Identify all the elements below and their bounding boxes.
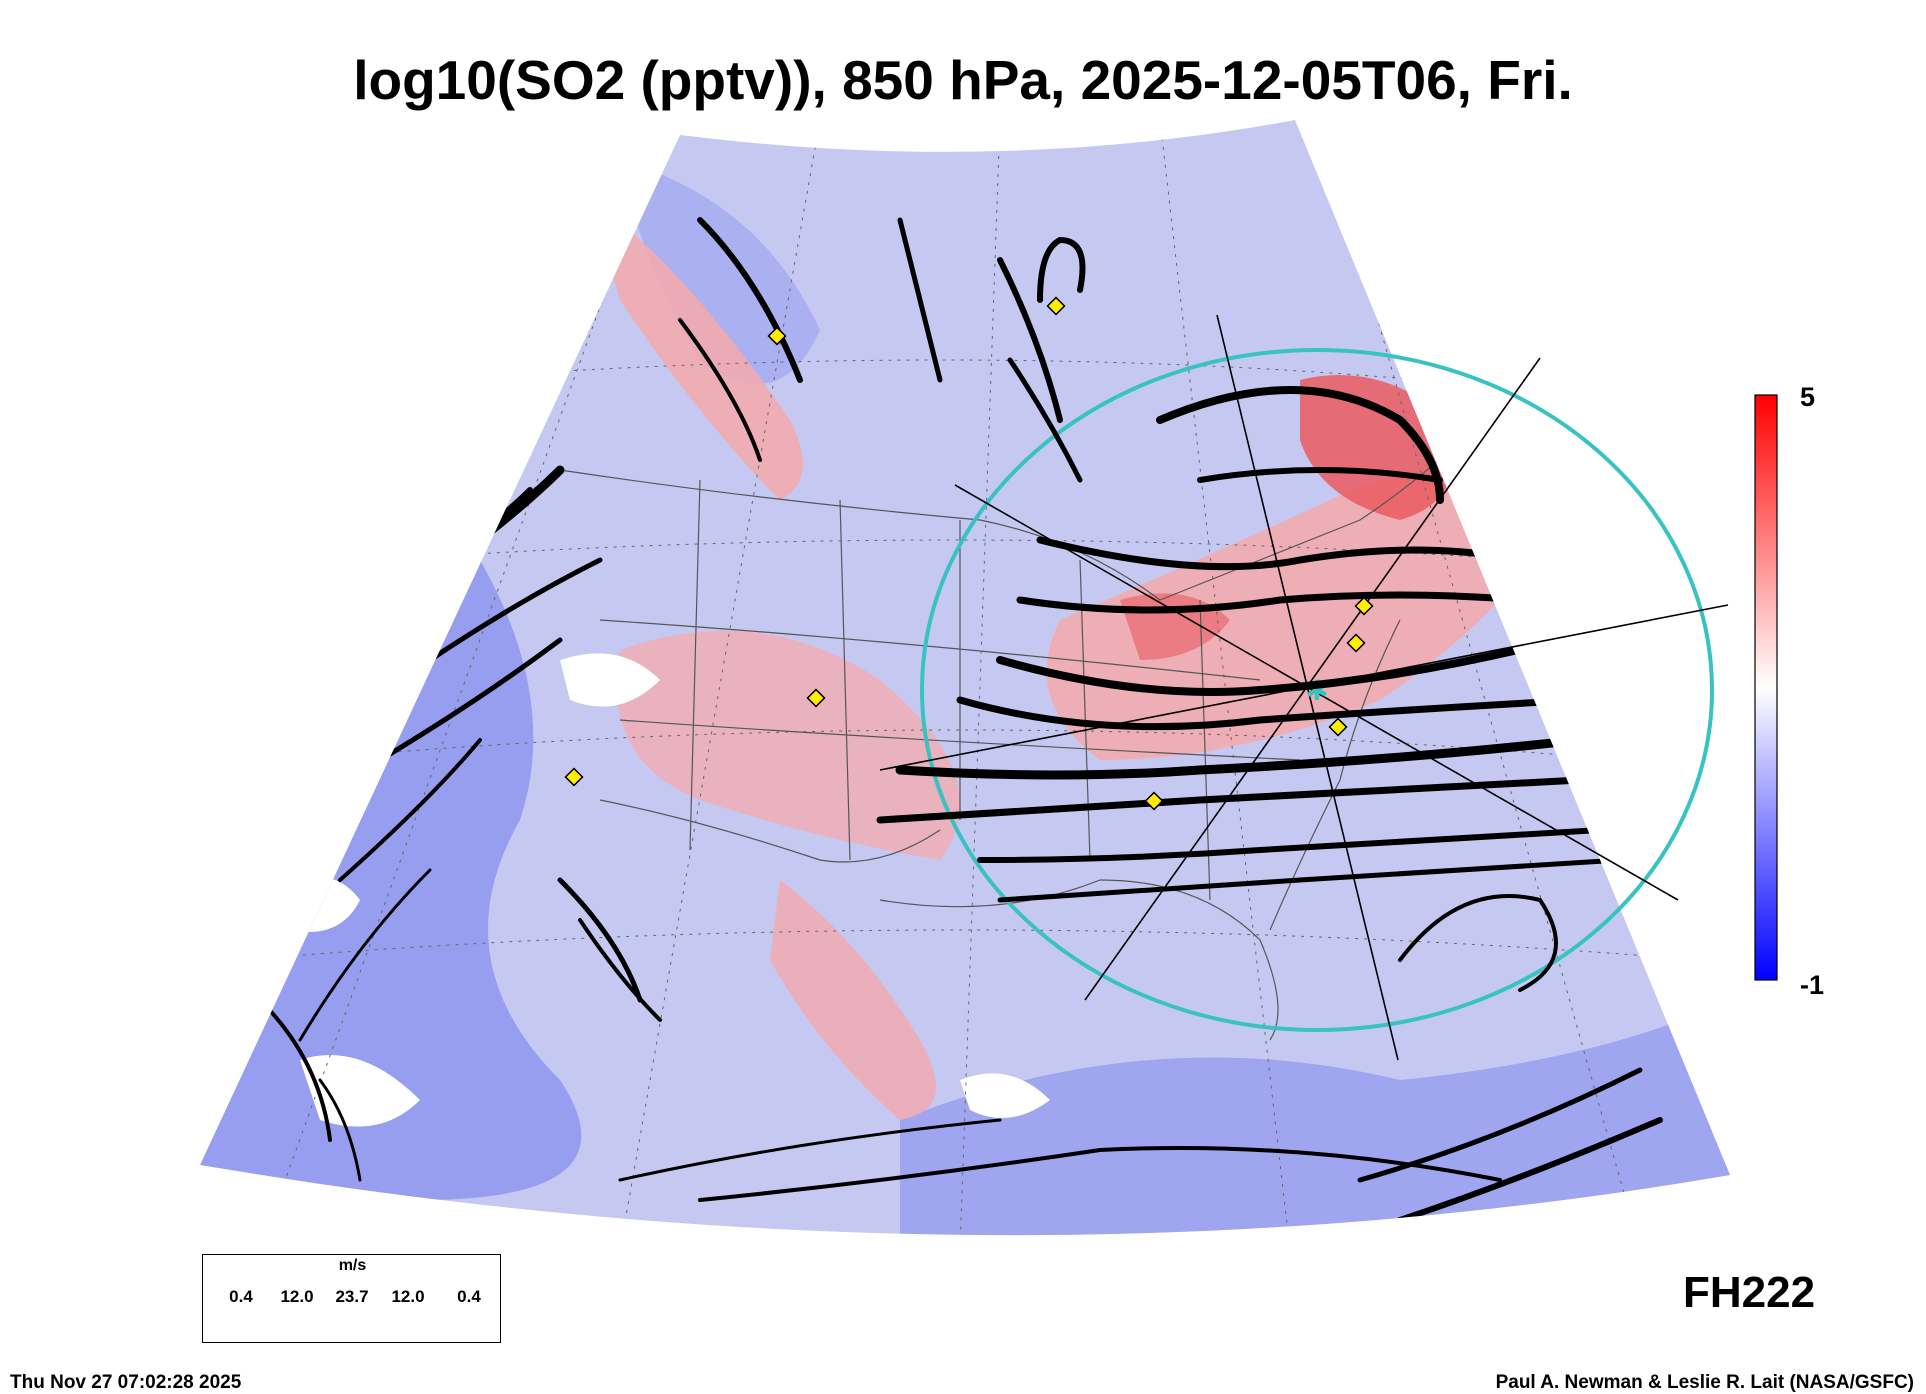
station-marker [1144,791,1164,811]
atlantic-coast [1269,619,1401,931]
cloud-mask-gulf [960,1073,1050,1118]
wind-legend-tick: 0.4 [229,1287,253,1306]
so2-high-region-mexico [770,880,936,1120]
station-marker [806,688,826,708]
credits: Paul A. Newman & Leslie R. Lait (NASA/GS… [1495,1372,1914,1393]
state-line-b [839,499,851,861]
so2-high-plume-north [590,200,803,500]
gulf-coast [879,879,1279,1041]
state-line-g [619,719,1301,761]
wind-legend-tick: 12.0 [280,1287,314,1306]
wind-legend-tick: 0.4 [457,1287,481,1306]
ring-center-star: ✱ [1305,675,1328,706]
forecast-hour-label: FH222 [1683,1268,1816,1317]
colorbar-max-label: 5 [1800,382,1816,412]
so2-low-region-south [900,1000,1730,1236]
wind-streamlines [258,217,1663,1223]
run-timestamp: Thu Nov 27 07:02:28 2025 [10,1372,242,1393]
cloud-mask-plains [560,653,660,707]
wind-unit-label: m/s [338,1257,367,1274]
state-line-a [689,479,701,851]
station-marker [767,326,787,346]
colorbar [1754,394,1778,981]
cloud-mask-baja [300,1055,420,1127]
station-markers [564,296,1374,811]
latlon-grid [239,120,1701,1236]
colorbar-min-label: -1 [1800,970,1825,1000]
page-title: log10(SO2 (pptv)), 850 hPa, 2025-12-05T0… [353,49,1573,111]
us-mexico-border [599,799,941,863]
state-line-f [599,619,1261,681]
wind-legend-tick: 12.0 [391,1287,425,1306]
so2-high-region-central [616,630,960,860]
us-canada-border [559,439,1461,601]
wind-legend-tick: 23.7 [335,1287,369,1306]
wind-speed-legend: m/s 0.4 12.0 23.7 12.0 0.4 [202,1254,501,1343]
state-line-e [1199,599,1211,901]
station-marker [1046,296,1066,316]
political-boundaries [559,439,1461,1041]
station-marker [1346,633,1366,653]
so2-low-region-pacific [620,160,820,384]
station-marker [1328,717,1348,737]
station-marker [1354,596,1374,616]
station-marker [564,767,584,787]
